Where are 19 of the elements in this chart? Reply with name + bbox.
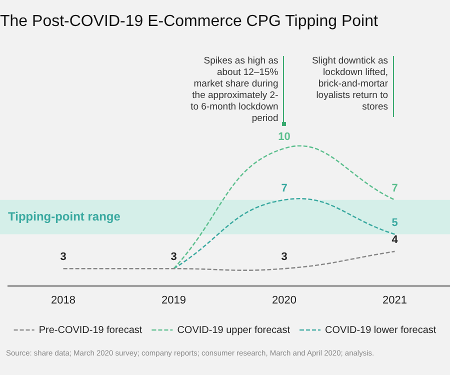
data-label: 4 [392,234,399,246]
data-label: 3 [170,251,177,264]
band-label: Tipping-point range [8,209,121,224]
chart-title: The Post-COVID-19 E-Commerce CPG Tipping Point [0,13,378,30]
annotation: Spikes as high as about 12–15% market share during the approximately 2- to 6-month lockdown period [190,55,279,124]
legend-label: COVID-19 lower forecast [325,324,436,336]
x-tick-label: 2020 [272,294,296,306]
x-tick-label: 2021 [382,294,407,306]
data-label: 3 [60,251,66,264]
data-label: 3 [281,251,288,264]
data-label: 10 [278,130,290,143]
x-tick-label: 2018 [51,294,76,306]
data-label: 7 [281,182,288,194]
legend-label: Pre-COVID-19 forecast [38,324,142,336]
legend-label: COVID-19 upper forecast [177,324,290,336]
x-tick-label: 2019 [162,294,186,306]
text: Slight downtick as lockdown lifted, brick-and-mortar loyalists return to stores [312,55,388,112]
data-label: 7 [392,182,398,194]
data-label: 5 [392,216,398,229]
